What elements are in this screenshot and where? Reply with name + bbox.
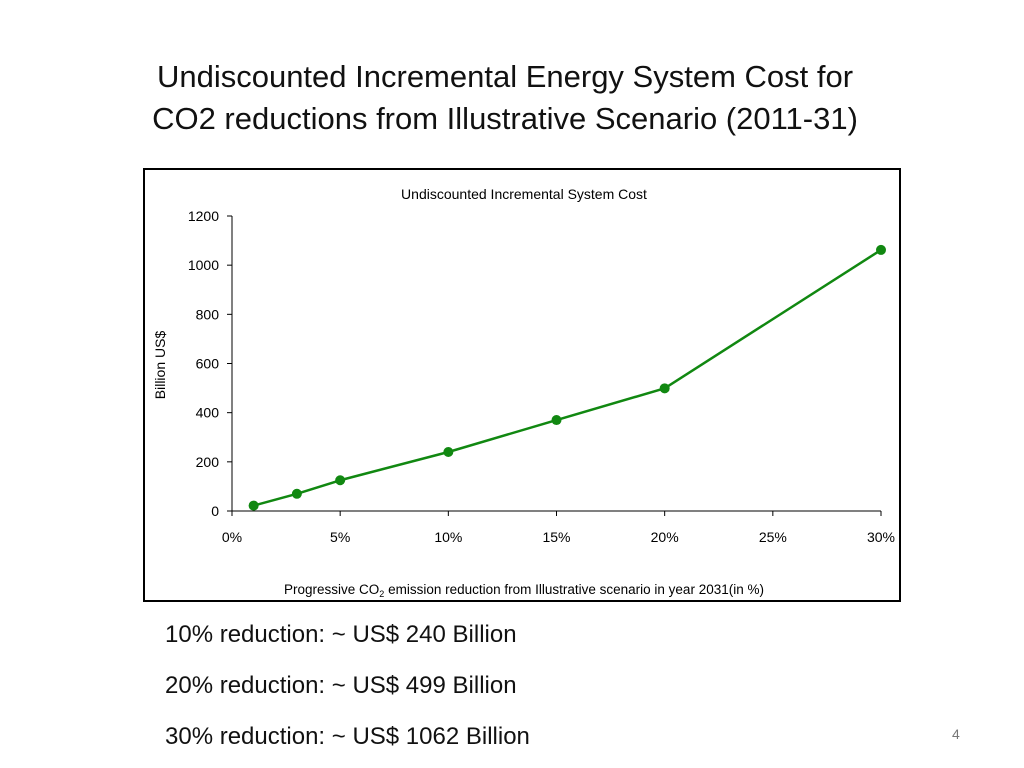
x-tick-label: 30% (867, 529, 895, 545)
chart-title: Undiscounted Incremental System Cost (401, 186, 647, 202)
y-tick-label: 600 (196, 356, 220, 372)
axes: 0 200 400 600 800 1000 1200 0% 5% 10% 15% 20% 25% 30% (188, 208, 895, 545)
bullet-10-percent: 10% reduction: ~ US$ 240 Billion (165, 621, 517, 648)
slide-title: Undiscounted Incremental Energy System C… (0, 56, 1010, 140)
x-tick-label: 0% (222, 529, 242, 545)
y-tick-label: 1000 (188, 257, 219, 273)
slide-title-line-2: CO2 reductions from Illustrative Scenari… (152, 101, 858, 136)
x-axis-label-suffix: emission reduction from Illustrative sce… (384, 582, 764, 597)
x-axis-label-subscript: 2 (379, 589, 384, 599)
bullet-30-percent: 30% reduction: ~ US$ 1062 Billion (165, 723, 530, 750)
x-tick-label: 25% (759, 529, 787, 545)
data-point (551, 415, 562, 426)
series-layer (248, 244, 886, 511)
y-tick-label: 800 (196, 306, 220, 322)
data-point (248, 500, 259, 511)
cost-line-chart: Undiscounted Incremental System Cost Bil… (152, 186, 895, 599)
x-tick-label: 10% (434, 529, 462, 545)
page-number: 4 (952, 726, 960, 742)
y-tick-label: 200 (196, 454, 220, 470)
bullet-20-percent: 20% reduction: ~ US$ 499 Billion (165, 672, 517, 699)
series-line (253, 248, 882, 507)
x-axis-label: Progressive CO2 emission reduction from … (284, 582, 764, 599)
data-point (291, 488, 302, 499)
x-tick-label: 20% (651, 529, 679, 545)
slide-title-line-1: Undiscounted Incremental Energy System C… (156, 59, 854, 94)
chart-frame: Undiscounted Incremental System Cost Bil… (143, 168, 901, 602)
y-tick-label: 400 (196, 405, 220, 421)
x-axis-label-prefix: Progressive CO (284, 582, 379, 597)
data-point (876, 244, 886, 255)
data-point (443, 447, 454, 457)
y-axis-label: Billion US$ (152, 331, 168, 400)
data-point (659, 383, 670, 394)
x-tick-label: 15% (542, 529, 570, 545)
y-tick-label: 1200 (188, 208, 219, 224)
y-tick-label: 0 (211, 503, 219, 519)
data-point (335, 475, 346, 486)
x-tick-label: 5% (330, 529, 350, 545)
